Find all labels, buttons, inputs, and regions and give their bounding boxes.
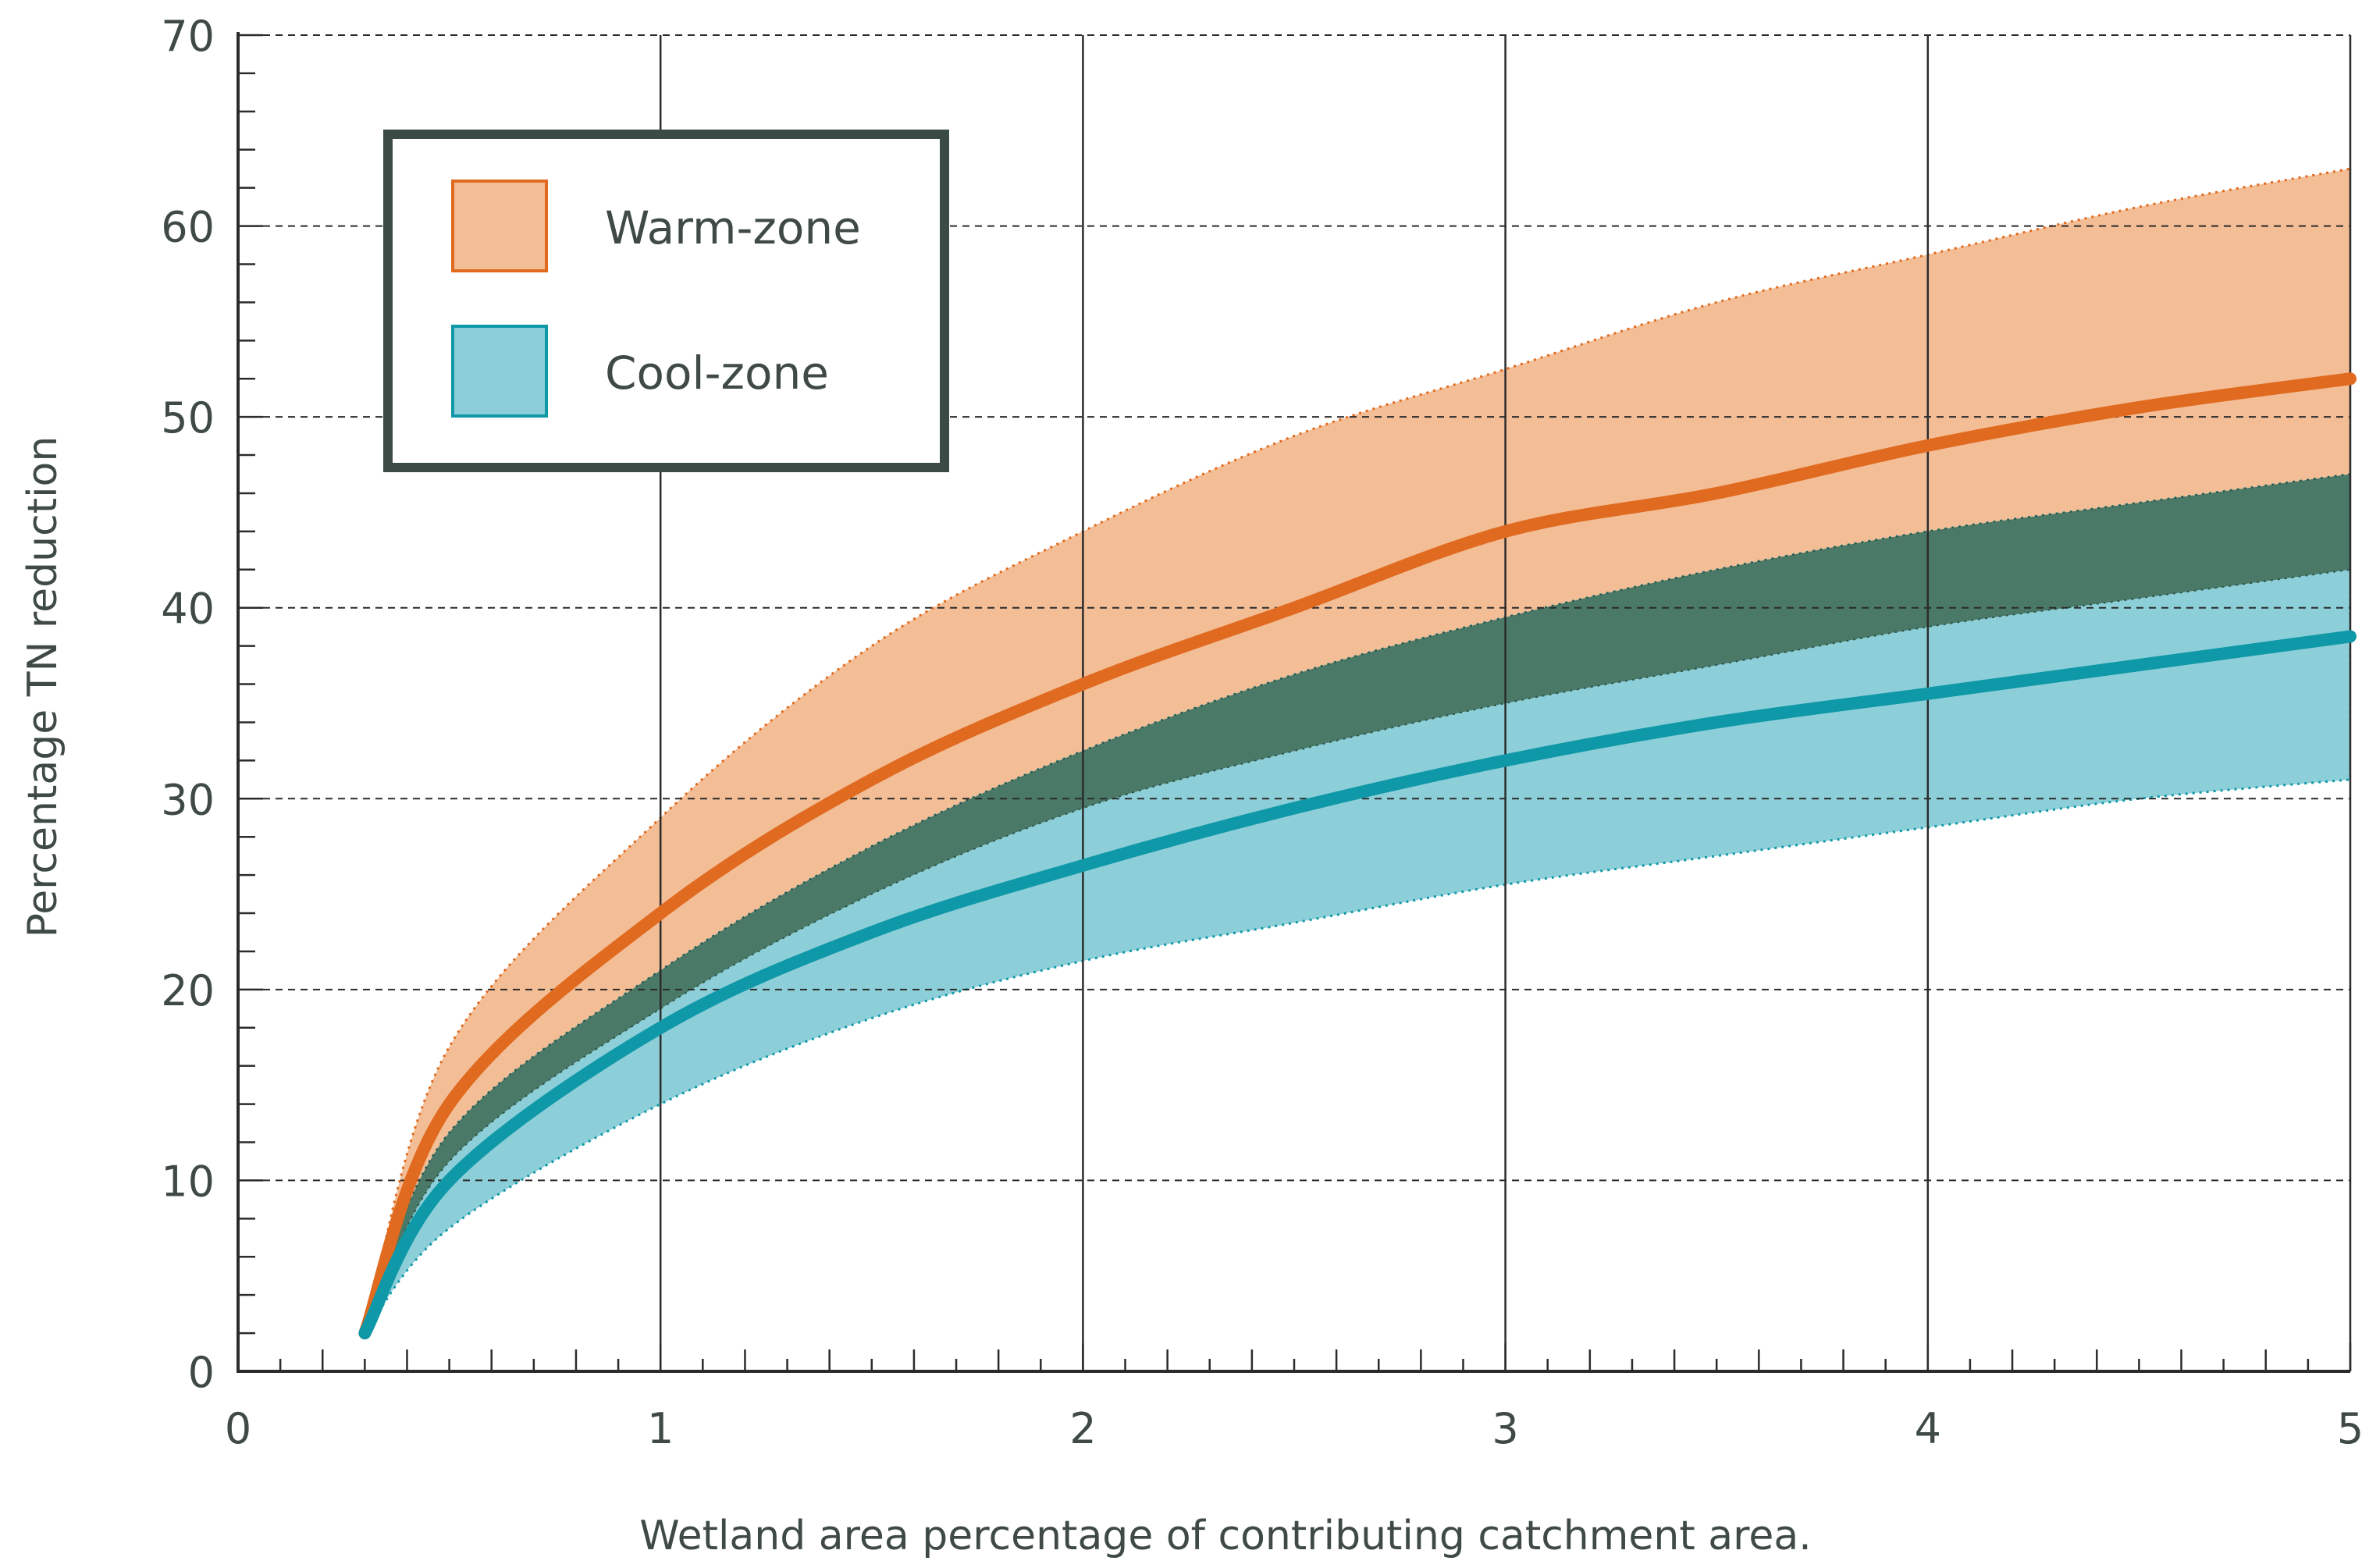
legend-label-cool-zone: Cool-zone [605,347,829,400]
y-tick-label: 50 [161,393,215,443]
y-tick-label: 40 [161,585,215,634]
y-tick-label: 20 [161,966,215,1015]
x-tick-label: 2 [1069,1404,1096,1453]
legend-swatch-cool-zone [451,325,548,418]
overlap-band [364,473,2350,1334]
tick-labels: 0 10 20 30 40 50 60 70 0 1 2 3 4 5 [161,12,2364,1453]
x-tick-label: 5 [2337,1404,2364,1453]
legend-swatch-warm-zone [451,180,548,272]
x-tick-label: 1 [647,1404,674,1453]
warm-zone-mean-line [358,372,2357,1340]
y-tick-label: 10 [161,1157,215,1206]
legend-label-warm-zone: Warm-zone [605,201,861,254]
mean-lines [358,372,2357,1340]
x-axis-label: Wetland area percentage of contributing … [639,1513,1812,1559]
x-tick-label: 3 [1492,1404,1518,1453]
y-tick-label: 60 [161,203,215,252]
cool-zone-mean-line [358,630,2357,1340]
legend: Warm-zone Cool-zone [383,130,949,472]
y-tick-label: 70 [161,12,215,61]
x-tick-label: 4 [1915,1404,1941,1453]
y-tick-label: 0 [188,1348,215,1397]
x-tick-label: 0 [225,1404,251,1453]
y-tick-label: 30 [161,775,215,824]
axes [237,32,2352,1373]
y-axis-label: Percentage TN reduction [20,436,66,938]
